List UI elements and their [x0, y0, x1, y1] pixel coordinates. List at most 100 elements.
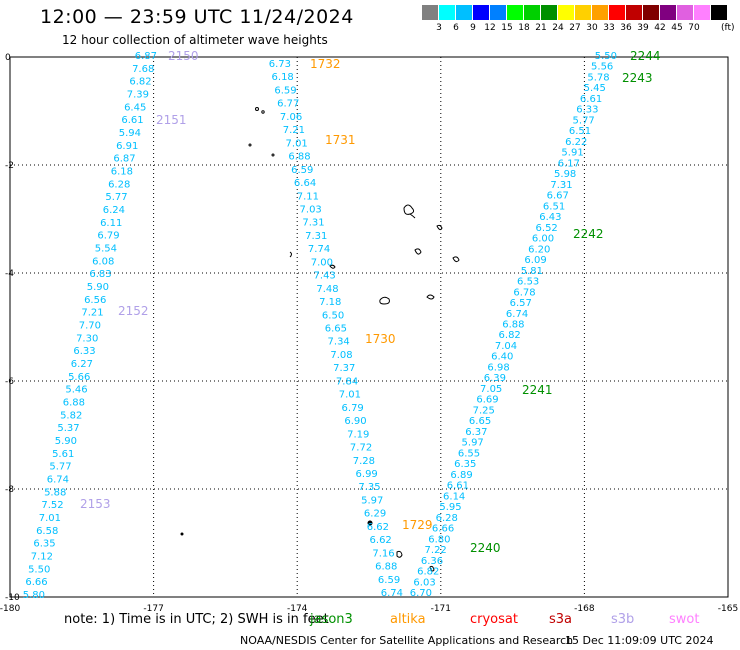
wave-height-value: 5.98 [554, 169, 576, 180]
wave-height-value: 6.62 [370, 535, 392, 546]
wave-height-value: 7.08 [330, 350, 352, 361]
wave-height-value: 6.58 [36, 526, 58, 537]
wave-height-value: 7.18 [319, 297, 341, 308]
x-tick-label: -174 [287, 604, 308, 612]
wave-height-value: 6.22 [565, 137, 587, 148]
satellite-name: cryosat [470, 612, 518, 627]
legend-unit: (ft) [721, 23, 735, 33]
wave-height-value: 6.61 [121, 115, 143, 126]
wave-height-value: 7.28 [353, 456, 375, 467]
wave-height-value: 6.45 [124, 102, 146, 113]
wave-height-value: 6.78 [513, 287, 535, 298]
pass-time-label: 2150 [168, 49, 199, 63]
wave-height-value: 7.19 [347, 429, 369, 440]
wave-height-value: 6.28 [436, 513, 458, 524]
island-outline [403, 204, 416, 219]
legend-label: 36 [620, 23, 632, 33]
y-tick-label: 0 [5, 53, 11, 63]
wave-height-value: 6.03 [413, 577, 435, 588]
legend-swatch [660, 5, 676, 20]
wave-height-value: 5.77 [573, 115, 595, 126]
pass-time-label: 2151 [156, 113, 187, 127]
y-tick-label: -8 [5, 485, 14, 495]
wave-height-value: 7.11 [297, 191, 319, 202]
x-tick-label: -171 [431, 604, 451, 612]
wave-height-value: 6.82 [417, 567, 439, 578]
wave-height-value: 5.66 [68, 372, 90, 383]
credit-line: NOAA/NESDIS Center for Satellite Applica… [240, 634, 574, 647]
legend-swatch [626, 5, 642, 20]
x-tick-label: -165 [718, 604, 738, 612]
wave-height-value: 6.55 [458, 448, 480, 459]
wave-height-value: 6.18 [272, 72, 294, 83]
satellite-name: s3b [611, 612, 635, 627]
wave-height-value: 7.31 [302, 218, 324, 229]
legend-swatch [575, 5, 591, 20]
wave-height-value: 7.21 [283, 125, 305, 136]
wave-height-value: 5.46 [65, 385, 87, 396]
legend-swatch [422, 5, 438, 20]
legend-label: 18 [518, 23, 530, 33]
wave-height-value: 5.97 [462, 438, 484, 449]
pass-time-label: 1731 [325, 133, 356, 147]
wave-height-value: 6.29 [364, 509, 386, 520]
legend-swatch [711, 5, 727, 20]
wave-height-value: 7.01 [339, 390, 361, 401]
wave-height-value: 5.54 [95, 244, 117, 255]
wave-height-value: 7.04 [495, 341, 517, 352]
legend-swatch [677, 5, 693, 20]
wave-height-value: 6.74 [47, 475, 69, 486]
legend-swatch [473, 5, 489, 20]
wave-height-value: 6.69 [476, 395, 498, 406]
wave-height-value: 6.88 [288, 152, 310, 163]
wave-height-value: 6.77 [277, 99, 299, 110]
wave-height-value: 6.50 [322, 310, 344, 321]
wave-height-value: 5.90 [55, 436, 77, 447]
wave-height-value: 6.61 [580, 94, 602, 105]
x-tick-label: -168 [574, 604, 595, 612]
wave-height-value: 5.80 [23, 590, 45, 601]
pass-time-label: 2242 [573, 227, 604, 241]
island-outline [248, 143, 252, 147]
legend-swatch [490, 5, 506, 20]
wave-height-value: 5.94 [119, 128, 141, 139]
pass-time-label: 2153 [80, 497, 111, 511]
map-subtitle: 12 hour collection of altimeter wave hei… [62, 33, 328, 47]
wave-height-value: 6.52 [536, 223, 558, 234]
satellite-name: jason3 [310, 612, 353, 627]
island-outline [271, 153, 275, 157]
island-outline [414, 248, 422, 255]
island-outline [396, 550, 403, 558]
wave-height-value: 6.35 [33, 539, 55, 550]
wave-height-value: 5.78 [587, 72, 609, 83]
wave-height-value: 7.30 [76, 333, 98, 344]
footer-note: note: 1) Time is in UTC; 2) SWH is in fe… [64, 612, 329, 627]
wave-height-value: 7.43 [314, 271, 336, 282]
pass-time-label: 2243 [622, 71, 653, 85]
wave-height-value: 6.73 [269, 59, 291, 70]
wave-height-value: 6.61 [447, 481, 469, 492]
wave-height-value: 6.80 [428, 534, 450, 545]
wave-height-value: 6.67 [547, 191, 569, 202]
legend-label: 27 [569, 23, 581, 33]
legend-label: 45 [671, 23, 683, 33]
wave-height-value: 5.50 [28, 564, 50, 575]
generation-timestamp: 15 Dec 11:09:09 UTC 2024 [565, 634, 714, 647]
wave-height-value: 7.34 [328, 337, 350, 348]
satellite-name: s3a [549, 612, 573, 627]
legend-label: 3 [436, 23, 442, 33]
wave-height-value: 5.90 [87, 282, 109, 293]
wave-height-value: 7.52 [41, 500, 63, 511]
legend-label: 6 [453, 23, 459, 33]
wave-height-value: 6.14 [443, 491, 465, 502]
wave-height-value: 7.72 [350, 443, 372, 454]
legend-swatch [609, 5, 625, 20]
legend-label: 12 [484, 23, 496, 33]
pass-time-label: 2241 [522, 383, 553, 397]
wave-height-value: 6.88 [375, 562, 397, 573]
wave-height-value: 6.90 [344, 416, 366, 427]
legend-label: 39 [637, 23, 649, 33]
wave-height-value: 7.84 [336, 376, 358, 387]
legend-swatch [592, 5, 608, 20]
wave-height-value: 7.35 [358, 482, 380, 493]
